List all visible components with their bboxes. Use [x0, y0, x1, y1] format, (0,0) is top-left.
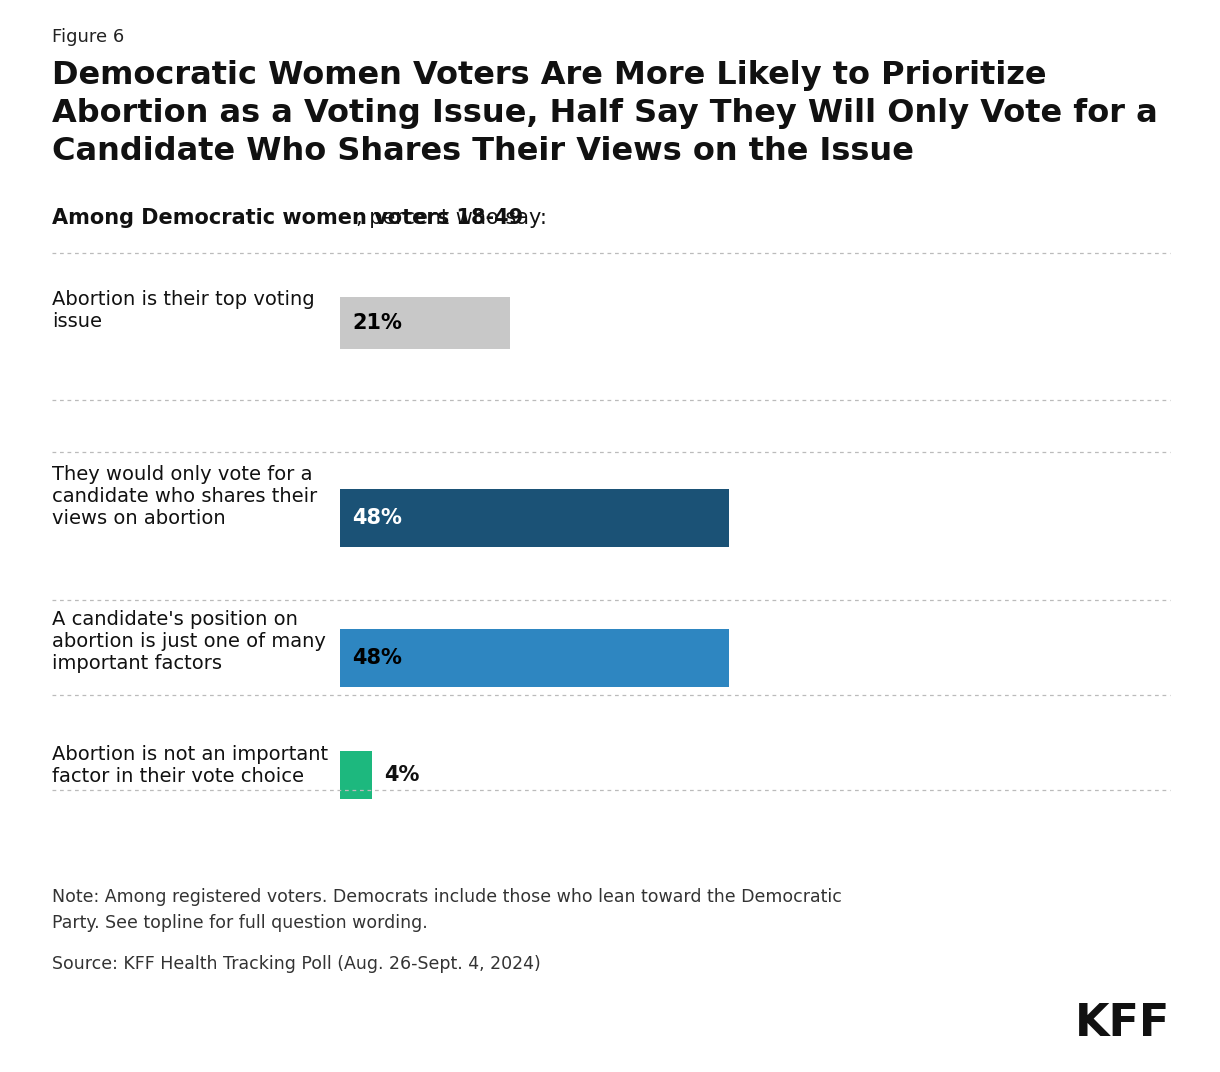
Text: 21%: 21%: [353, 313, 401, 333]
Text: 48%: 48%: [353, 647, 401, 668]
Text: abortion is just one of many: abortion is just one of many: [52, 632, 326, 651]
Text: They would only vote for a: They would only vote for a: [52, 465, 312, 483]
Text: issue: issue: [52, 312, 102, 331]
Text: A candidate's position on: A candidate's position on: [52, 610, 298, 629]
Text: factor in their vote choice: factor in their vote choice: [52, 766, 304, 786]
Text: Candidate Who Shares Their Views on the Issue: Candidate Who Shares Their Views on the …: [52, 136, 914, 167]
Text: Note: Among registered voters. Democrats include those who lean toward the Democ: Note: Among registered voters. Democrats…: [52, 888, 842, 932]
Text: 4%: 4%: [384, 765, 420, 785]
Text: Abortion is not an important: Abortion is not an important: [52, 745, 328, 764]
Bar: [340, 297, 510, 349]
Bar: [340, 489, 728, 547]
Text: Source: KFF Health Tracking Poll (Aug. 26-Sept. 4, 2024): Source: KFF Health Tracking Poll (Aug. 2…: [52, 955, 540, 973]
Text: Figure 6: Figure 6: [52, 28, 124, 46]
Text: 48%: 48%: [353, 508, 401, 528]
Bar: [340, 629, 728, 687]
Text: important factors: important factors: [52, 654, 222, 673]
Text: , percent who say:: , percent who say:: [356, 208, 548, 228]
Text: Abortion as a Voting Issue, Half Say They Will Only Vote for a: Abortion as a Voting Issue, Half Say The…: [52, 98, 1158, 129]
Text: candidate who shares their: candidate who shares their: [52, 487, 317, 506]
Text: Abortion is their top voting: Abortion is their top voting: [52, 291, 315, 309]
Text: KFF: KFF: [1075, 1002, 1170, 1045]
Text: Among Democratic women voters 18-49: Among Democratic women voters 18-49: [52, 208, 523, 228]
Bar: [340, 751, 372, 799]
Text: views on abortion: views on abortion: [52, 509, 226, 528]
Text: Democratic Women Voters Are More Likely to Prioritize: Democratic Women Voters Are More Likely …: [52, 60, 1047, 91]
